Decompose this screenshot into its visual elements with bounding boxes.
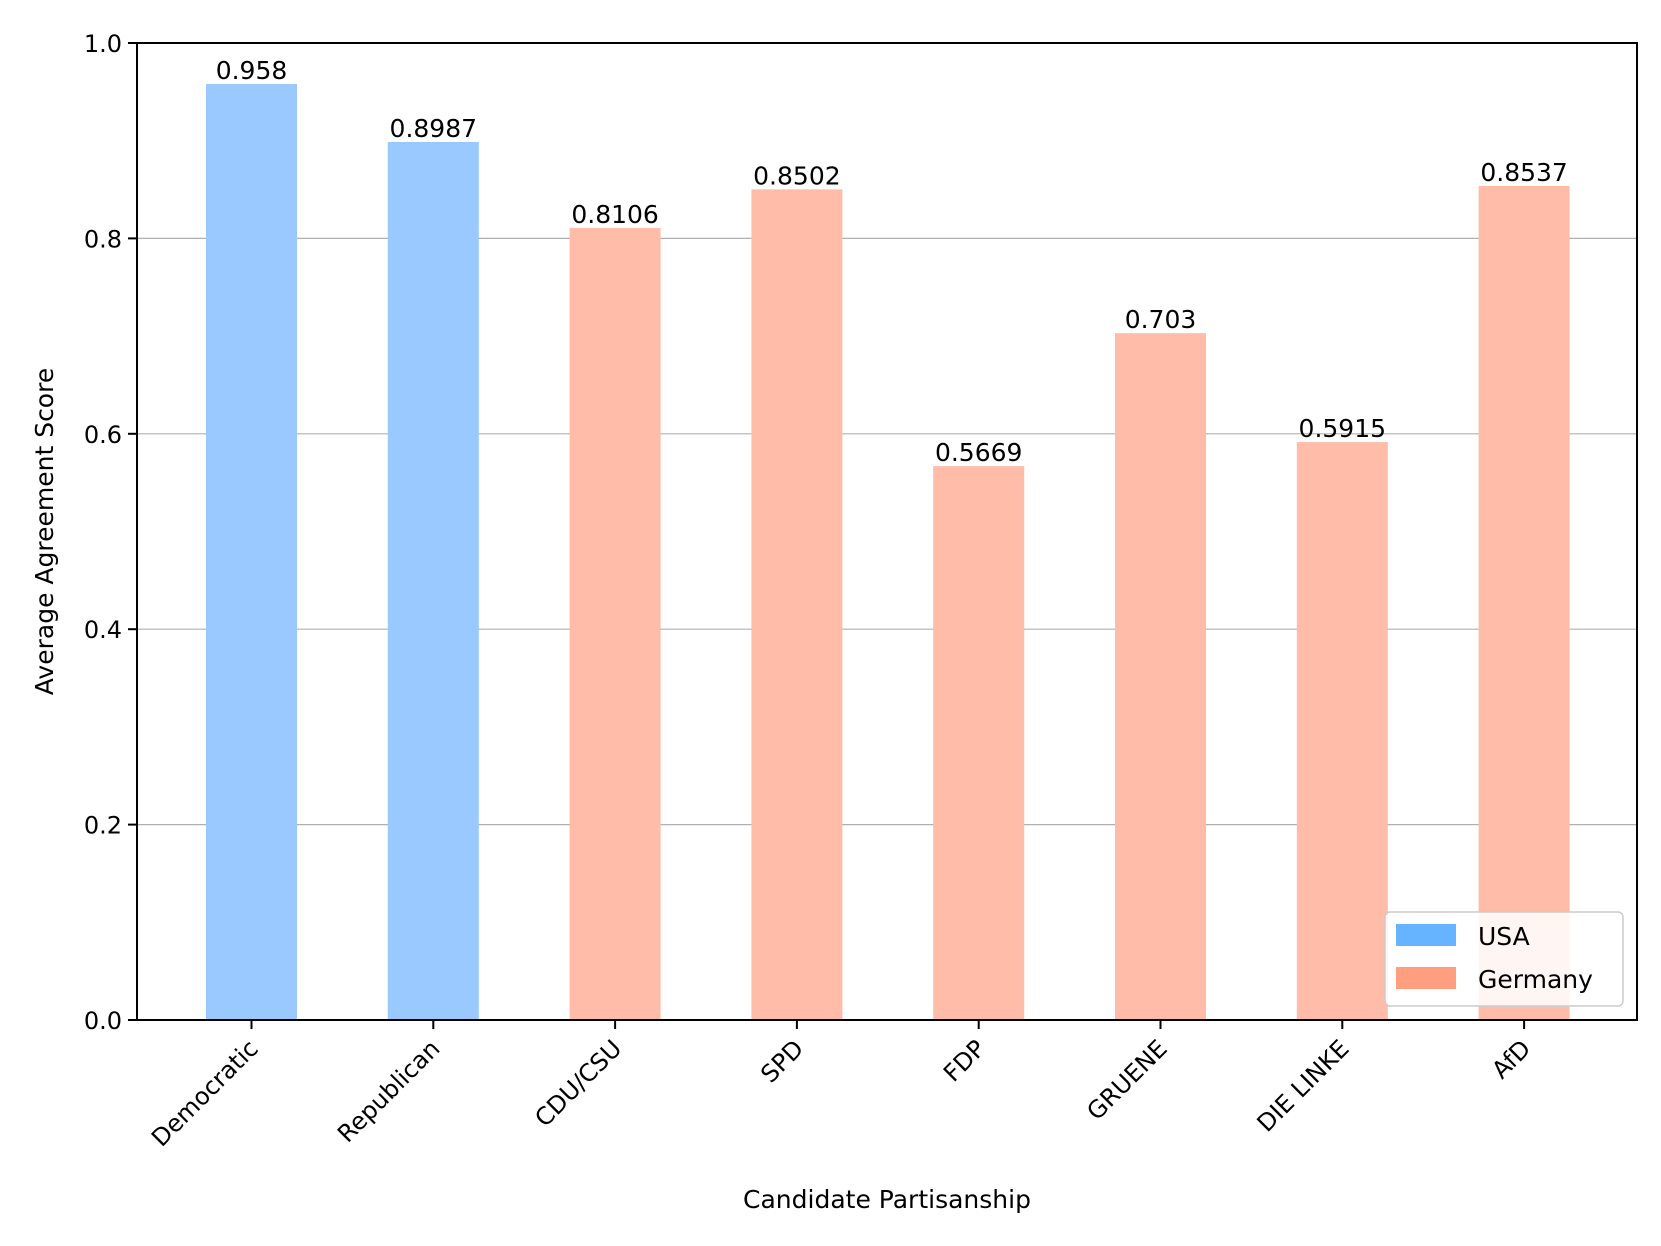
bar xyxy=(569,228,661,1020)
y-axis-title: Average Agreement Score xyxy=(30,368,59,695)
y-tick-label: 1.0 xyxy=(84,30,122,58)
bar xyxy=(751,189,843,1020)
x-axis: Democratic Republican CDU/CSU SPD FDP GRUENE D… xyxy=(146,1020,1536,1152)
legend-label: Germany xyxy=(1478,965,1593,994)
y-tick-label: 0.2 xyxy=(84,812,122,840)
bar xyxy=(206,84,297,1020)
bar xyxy=(387,141,479,1020)
x-axis-title: Candidate Partisanship xyxy=(743,1185,1031,1214)
x-tick-label: GRUENE xyxy=(1081,1034,1172,1125)
bar-value-label: 0.8502 xyxy=(753,161,840,190)
x-tick-label: Democratic xyxy=(146,1034,264,1152)
bar-value-label: 0.703 xyxy=(1125,305,1197,334)
bar-value-label: 0.8537 xyxy=(1480,158,1567,187)
x-tick-label: DIE LINKE xyxy=(1252,1034,1355,1137)
x-tick-label: FDP xyxy=(938,1034,991,1087)
x-tick-label: CDU/CSU xyxy=(529,1034,627,1132)
plot-frame xyxy=(136,42,1638,1021)
y-axis: 0.0 0.2 0.4 0.6 0.8 1.0 xyxy=(84,30,137,1035)
y-tick-label: 0.0 xyxy=(84,1007,122,1035)
bar-value-label: 0.8987 xyxy=(390,114,477,143)
legend-swatch xyxy=(1396,924,1456,946)
x-tick-label: AfD xyxy=(1486,1034,1536,1084)
y-tick-label: 0.8 xyxy=(84,225,122,253)
y-tick-label: 0.4 xyxy=(84,616,122,644)
bar xyxy=(1115,333,1206,1020)
x-tick-label: Republican xyxy=(332,1034,445,1147)
bar xyxy=(1478,185,1570,1020)
bar-value-label: 0.8106 xyxy=(571,200,658,229)
grid-lines xyxy=(137,237,1637,826)
y-tick-label: 0.6 xyxy=(84,421,122,449)
legend-swatch xyxy=(1396,967,1456,989)
x-tick-label: SPD xyxy=(755,1034,809,1088)
bar xyxy=(933,466,1025,1021)
bar-value-label: 0.958 xyxy=(216,56,288,85)
legend: USA Germany xyxy=(1384,911,1624,1007)
bar xyxy=(1296,442,1388,1020)
bar-value-label: 0.5915 xyxy=(1299,414,1386,443)
legend-label: USA xyxy=(1478,922,1530,951)
bars: 0.958 0.8987 0.8106 0.8502 0.5669 0.703 0.5915… xyxy=(206,56,1570,1021)
bar-value-label: 0.5669 xyxy=(935,438,1022,467)
